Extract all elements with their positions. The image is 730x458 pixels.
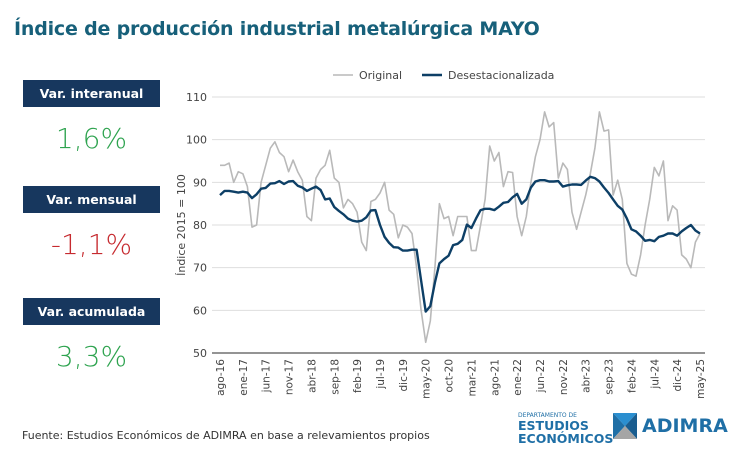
- logo-dept-small: DEPARTAMENTO DE: [518, 412, 577, 419]
- x-tick-label: abr-23: [581, 359, 593, 393]
- y-tick-label: 50: [193, 347, 207, 360]
- x-tick-label: ago-16: [215, 359, 227, 396]
- y-tick-label: 80: [193, 219, 207, 232]
- x-tick-label: may-20: [421, 359, 433, 399]
- y-tick-label: 100: [186, 134, 207, 147]
- y-tick-label: 70: [193, 262, 207, 275]
- x-tick-label: sep-23: [604, 359, 616, 395]
- x-tick-label: oct-20: [444, 359, 456, 392]
- line-chart: 50 60 70 80 90 100 110 Índice 2015 = 100 ago-16 e…: [175, 69, 707, 399]
- x-tick-label: jul-24: [649, 359, 661, 390]
- x-tick-label: jun-17: [261, 359, 273, 393]
- series-line-original: [220, 111, 701, 344]
- logo-dept-line1: ESTUDIOS: [518, 418, 589, 433]
- x-tick-label: sep-18: [329, 359, 341, 395]
- kpi-label-acumulada: Var. acumulada: [23, 298, 160, 325]
- x-tick-label: ene-22: [512, 359, 524, 396]
- legend-label: Original: [359, 69, 402, 82]
- kpi-label-interanual: Var. interanual: [23, 80, 160, 107]
- page-title: Índice de producción industrial metalúrg…: [14, 18, 540, 40]
- adimra-name: ADIMRA: [642, 415, 728, 437]
- x-tick-label: ago-21: [489, 359, 501, 396]
- x-tick-label: nov-17: [284, 359, 296, 395]
- x-tick-label: may-25: [695, 359, 707, 399]
- x-tick-label: feb-19: [352, 359, 364, 393]
- y-axis-label: Índice 2015 = 100: [175, 174, 188, 276]
- adimra-mark-icon: [613, 413, 637, 439]
- x-tick-label: feb-24: [626, 359, 638, 393]
- series-line-desestacionalizada: [219, 175, 701, 313]
- x-tick-label: mar-21: [466, 359, 478, 396]
- kpi-value-interanual: 1,6%: [55, 122, 128, 155]
- x-tick-label: dic-24: [672, 359, 684, 392]
- y-tick-label: 90: [193, 176, 207, 189]
- x-tick-label: dic-19: [398, 359, 410, 392]
- kpi-value-acumulada: 3,3%: [55, 340, 128, 373]
- kpi-label-mensual: Var. mensual: [23, 186, 160, 213]
- estudios-economicos-logo: DEPARTAMENTO DE ESTUDIOS ECONÓMICOS: [518, 412, 613, 445]
- source-note: Fuente: Estudios Económicos de ADIMRA en…: [22, 429, 430, 442]
- kpi-value-mensual: -1,1%: [50, 228, 133, 261]
- x-tick-label: jul-19: [375, 359, 387, 390]
- x-tick-label: ene-17: [238, 359, 250, 396]
- y-tick-label: 110: [186, 91, 207, 104]
- y-tick-label: 60: [193, 304, 207, 317]
- logo-dept-line2: ECONÓMICOS: [518, 431, 614, 446]
- x-tick-label: nov-22: [558, 359, 570, 395]
- legend-label: Desestacionalizada: [448, 69, 554, 82]
- x-tick-label: jun-22: [535, 359, 547, 393]
- adimra-logo: ADIMRA: [613, 413, 728, 439]
- x-tick-label: abr-18: [306, 359, 318, 393]
